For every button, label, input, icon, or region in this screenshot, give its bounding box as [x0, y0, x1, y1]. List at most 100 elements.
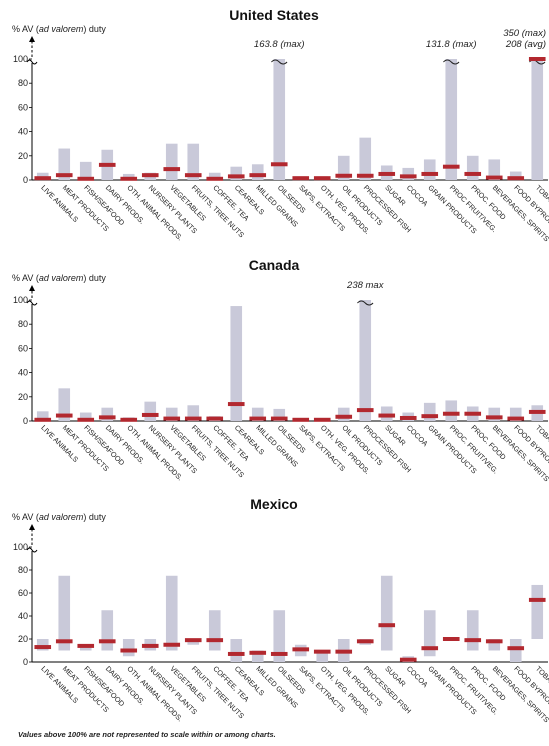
avg-marker [507, 176, 525, 181]
avg-marker [184, 638, 202, 643]
y-tick-label: 40 [18, 611, 28, 621]
range-bar [273, 59, 286, 180]
avg-marker [98, 639, 116, 644]
avg-marker [98, 415, 116, 420]
y-tick-label: 40 [18, 127, 28, 137]
range-bar [531, 584, 544, 639]
range-bar [79, 412, 92, 421]
y-tick-label: 0 [23, 416, 28, 426]
range-bar [273, 408, 286, 421]
range-bar [337, 155, 350, 180]
avg-marker [399, 657, 417, 662]
avg-marker [55, 413, 73, 418]
avg-marker [399, 174, 417, 179]
y-tick-label: 60 [18, 343, 28, 353]
y-axis-arrow-icon [29, 36, 35, 42]
avg-marker [292, 176, 310, 181]
range-bar [79, 161, 92, 180]
avg-marker [356, 173, 374, 178]
avg-marker [378, 171, 396, 176]
y-axis-arrow-icon [29, 285, 35, 291]
range-bar [466, 155, 479, 180]
range-bar [423, 610, 436, 657]
avg-marker [141, 173, 159, 178]
chart-title: United States [229, 7, 319, 23]
range-bar [466, 610, 479, 651]
avg-marker [421, 646, 439, 651]
avg-marker [120, 648, 138, 653]
avg-marker [163, 642, 181, 647]
avg-marker [34, 417, 52, 422]
range-bar [165, 407, 178, 421]
avg-marker [528, 57, 546, 61]
avg-marker [227, 402, 245, 407]
y-axis-label-part: ) duty [83, 24, 106, 34]
avg-marker [313, 176, 331, 181]
avg-marker [249, 650, 267, 655]
y-tick-label: 20 [18, 392, 28, 402]
avg-marker [485, 639, 503, 644]
range-bar [273, 610, 286, 662]
avg-marker [442, 411, 460, 416]
avg-marker [98, 162, 116, 167]
range-bar [488, 639, 501, 651]
y-axis-label-part: % AV ( [12, 24, 39, 34]
y-axis-break-mark [26, 300, 38, 306]
avg-marker [485, 415, 503, 420]
max-value-annotation: 208 (avg) [505, 39, 546, 50]
avg-marker [163, 167, 181, 172]
avg-marker [464, 171, 482, 176]
avg-marker [442, 637, 460, 641]
range-bar [58, 575, 71, 651]
y-axis-break-mark [26, 547, 38, 553]
max-value-annotation: 350 (max) [503, 28, 546, 39]
y-tick-label: 60 [18, 588, 28, 598]
range-bar [101, 407, 114, 421]
avg-marker [77, 176, 95, 181]
y-axis-label-part: ad valorem [39, 24, 84, 34]
avg-marker [206, 638, 224, 643]
avg-marker [507, 646, 525, 651]
avg-marker [141, 643, 159, 648]
avg-marker [206, 176, 224, 181]
range-bar [531, 59, 544, 180]
range-bar [122, 639, 135, 657]
range-bar [488, 159, 501, 180]
range-bar [58, 148, 71, 180]
avg-marker [55, 173, 73, 178]
avg-marker [34, 176, 52, 181]
y-tick-label: 20 [18, 151, 28, 161]
category-label: COCOA [405, 664, 430, 689]
range-bar [58, 388, 71, 421]
y-tick-label: 100 [13, 542, 28, 552]
avg-marker [399, 415, 417, 420]
y-tick-label: 80 [18, 565, 28, 575]
y-axis-label-part: % AV ( [12, 512, 39, 522]
range-bar [488, 407, 501, 421]
range-bar [423, 159, 436, 180]
avg-marker [528, 409, 546, 414]
range-bar [316, 650, 329, 662]
avg-marker [120, 176, 138, 181]
range-bar [187, 143, 200, 180]
range-bar [251, 650, 264, 662]
avg-marker [270, 416, 288, 421]
range-bar [251, 164, 264, 180]
range-bar [337, 407, 350, 421]
y-axis-label-part: ad valorem [39, 512, 84, 522]
range-bar [165, 575, 178, 651]
range-bar [144, 401, 157, 421]
avg-marker [421, 414, 439, 419]
range-bar [402, 167, 415, 180]
bar-break-mark [271, 59, 288, 65]
avg-marker [335, 414, 353, 419]
range-bar [187, 405, 200, 421]
y-axis-label-part: ) duty [83, 273, 106, 283]
y-axis-arrow-icon [29, 524, 35, 530]
range-bar [445, 400, 458, 421]
avg-marker [464, 411, 482, 416]
avg-marker [270, 651, 288, 656]
avg-marker [55, 639, 73, 644]
range-bar [230, 306, 243, 421]
avg-marker [507, 416, 525, 421]
